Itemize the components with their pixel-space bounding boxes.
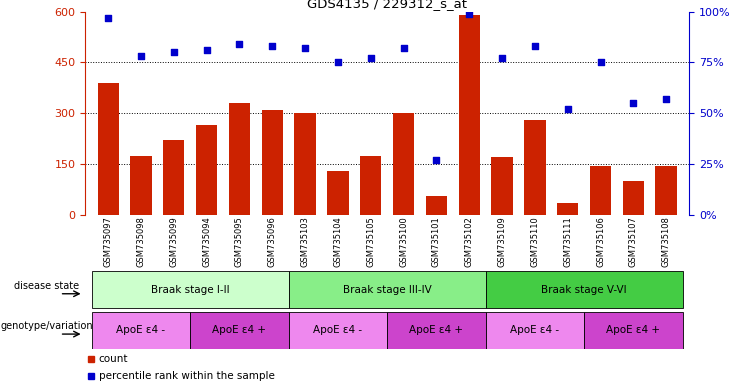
Text: count: count — [99, 354, 128, 364]
Point — [102, 15, 114, 21]
Bar — [92, 312, 190, 349]
Point — [233, 41, 245, 47]
Bar — [557, 203, 579, 215]
Text: ApoE ε4 -: ApoE ε4 - — [116, 325, 165, 335]
Point — [463, 10, 475, 17]
Point — [201, 47, 213, 53]
Text: Braak stage III-IV: Braak stage III-IV — [343, 285, 431, 295]
Bar — [459, 15, 480, 215]
Bar — [393, 113, 414, 215]
Bar — [190, 312, 289, 349]
Point — [529, 43, 541, 49]
Bar — [130, 156, 152, 215]
Bar — [262, 110, 283, 215]
Text: Braak stage V-VI: Braak stage V-VI — [541, 285, 627, 295]
Text: ApoE ε4 +: ApoE ε4 + — [606, 325, 660, 335]
Point — [299, 45, 311, 51]
Text: ApoE ε4 +: ApoE ε4 + — [410, 325, 463, 335]
Bar — [491, 157, 513, 215]
Bar — [294, 113, 316, 215]
Bar — [485, 271, 682, 308]
Bar — [360, 156, 382, 215]
Point — [594, 59, 606, 65]
Point — [266, 43, 278, 49]
Point — [562, 106, 574, 112]
Bar — [622, 181, 644, 215]
Text: percentile rank within the sample: percentile rank within the sample — [99, 371, 274, 381]
Bar — [289, 312, 388, 349]
Bar — [485, 312, 584, 349]
Point — [496, 55, 508, 61]
Point — [398, 45, 410, 51]
Bar — [229, 103, 250, 215]
Point — [628, 100, 639, 106]
Bar — [163, 141, 185, 215]
Bar — [426, 196, 447, 215]
Bar — [328, 171, 348, 215]
Bar — [590, 166, 611, 215]
Bar — [656, 166, 677, 215]
Text: ApoE ε4 -: ApoE ε4 - — [511, 325, 559, 335]
Bar — [92, 271, 289, 308]
Bar — [98, 83, 119, 215]
Text: disease state: disease state — [14, 281, 79, 291]
Point — [431, 157, 442, 163]
Bar — [289, 271, 485, 308]
Bar — [584, 312, 682, 349]
Point — [135, 53, 147, 60]
Point — [365, 55, 376, 61]
Point — [168, 49, 180, 55]
Point — [332, 59, 344, 65]
Text: ApoE ε4 -: ApoE ε4 - — [313, 325, 362, 335]
Bar — [388, 312, 485, 349]
Text: genotype/variation: genotype/variation — [1, 321, 93, 331]
Point — [660, 96, 672, 102]
Title: GDS4135 / 229312_s_at: GDS4135 / 229312_s_at — [308, 0, 467, 10]
Text: ApoE ε4 +: ApoE ε4 + — [213, 325, 267, 335]
Bar — [196, 125, 217, 215]
Bar — [524, 120, 545, 215]
Text: Braak stage I-II: Braak stage I-II — [151, 285, 230, 295]
